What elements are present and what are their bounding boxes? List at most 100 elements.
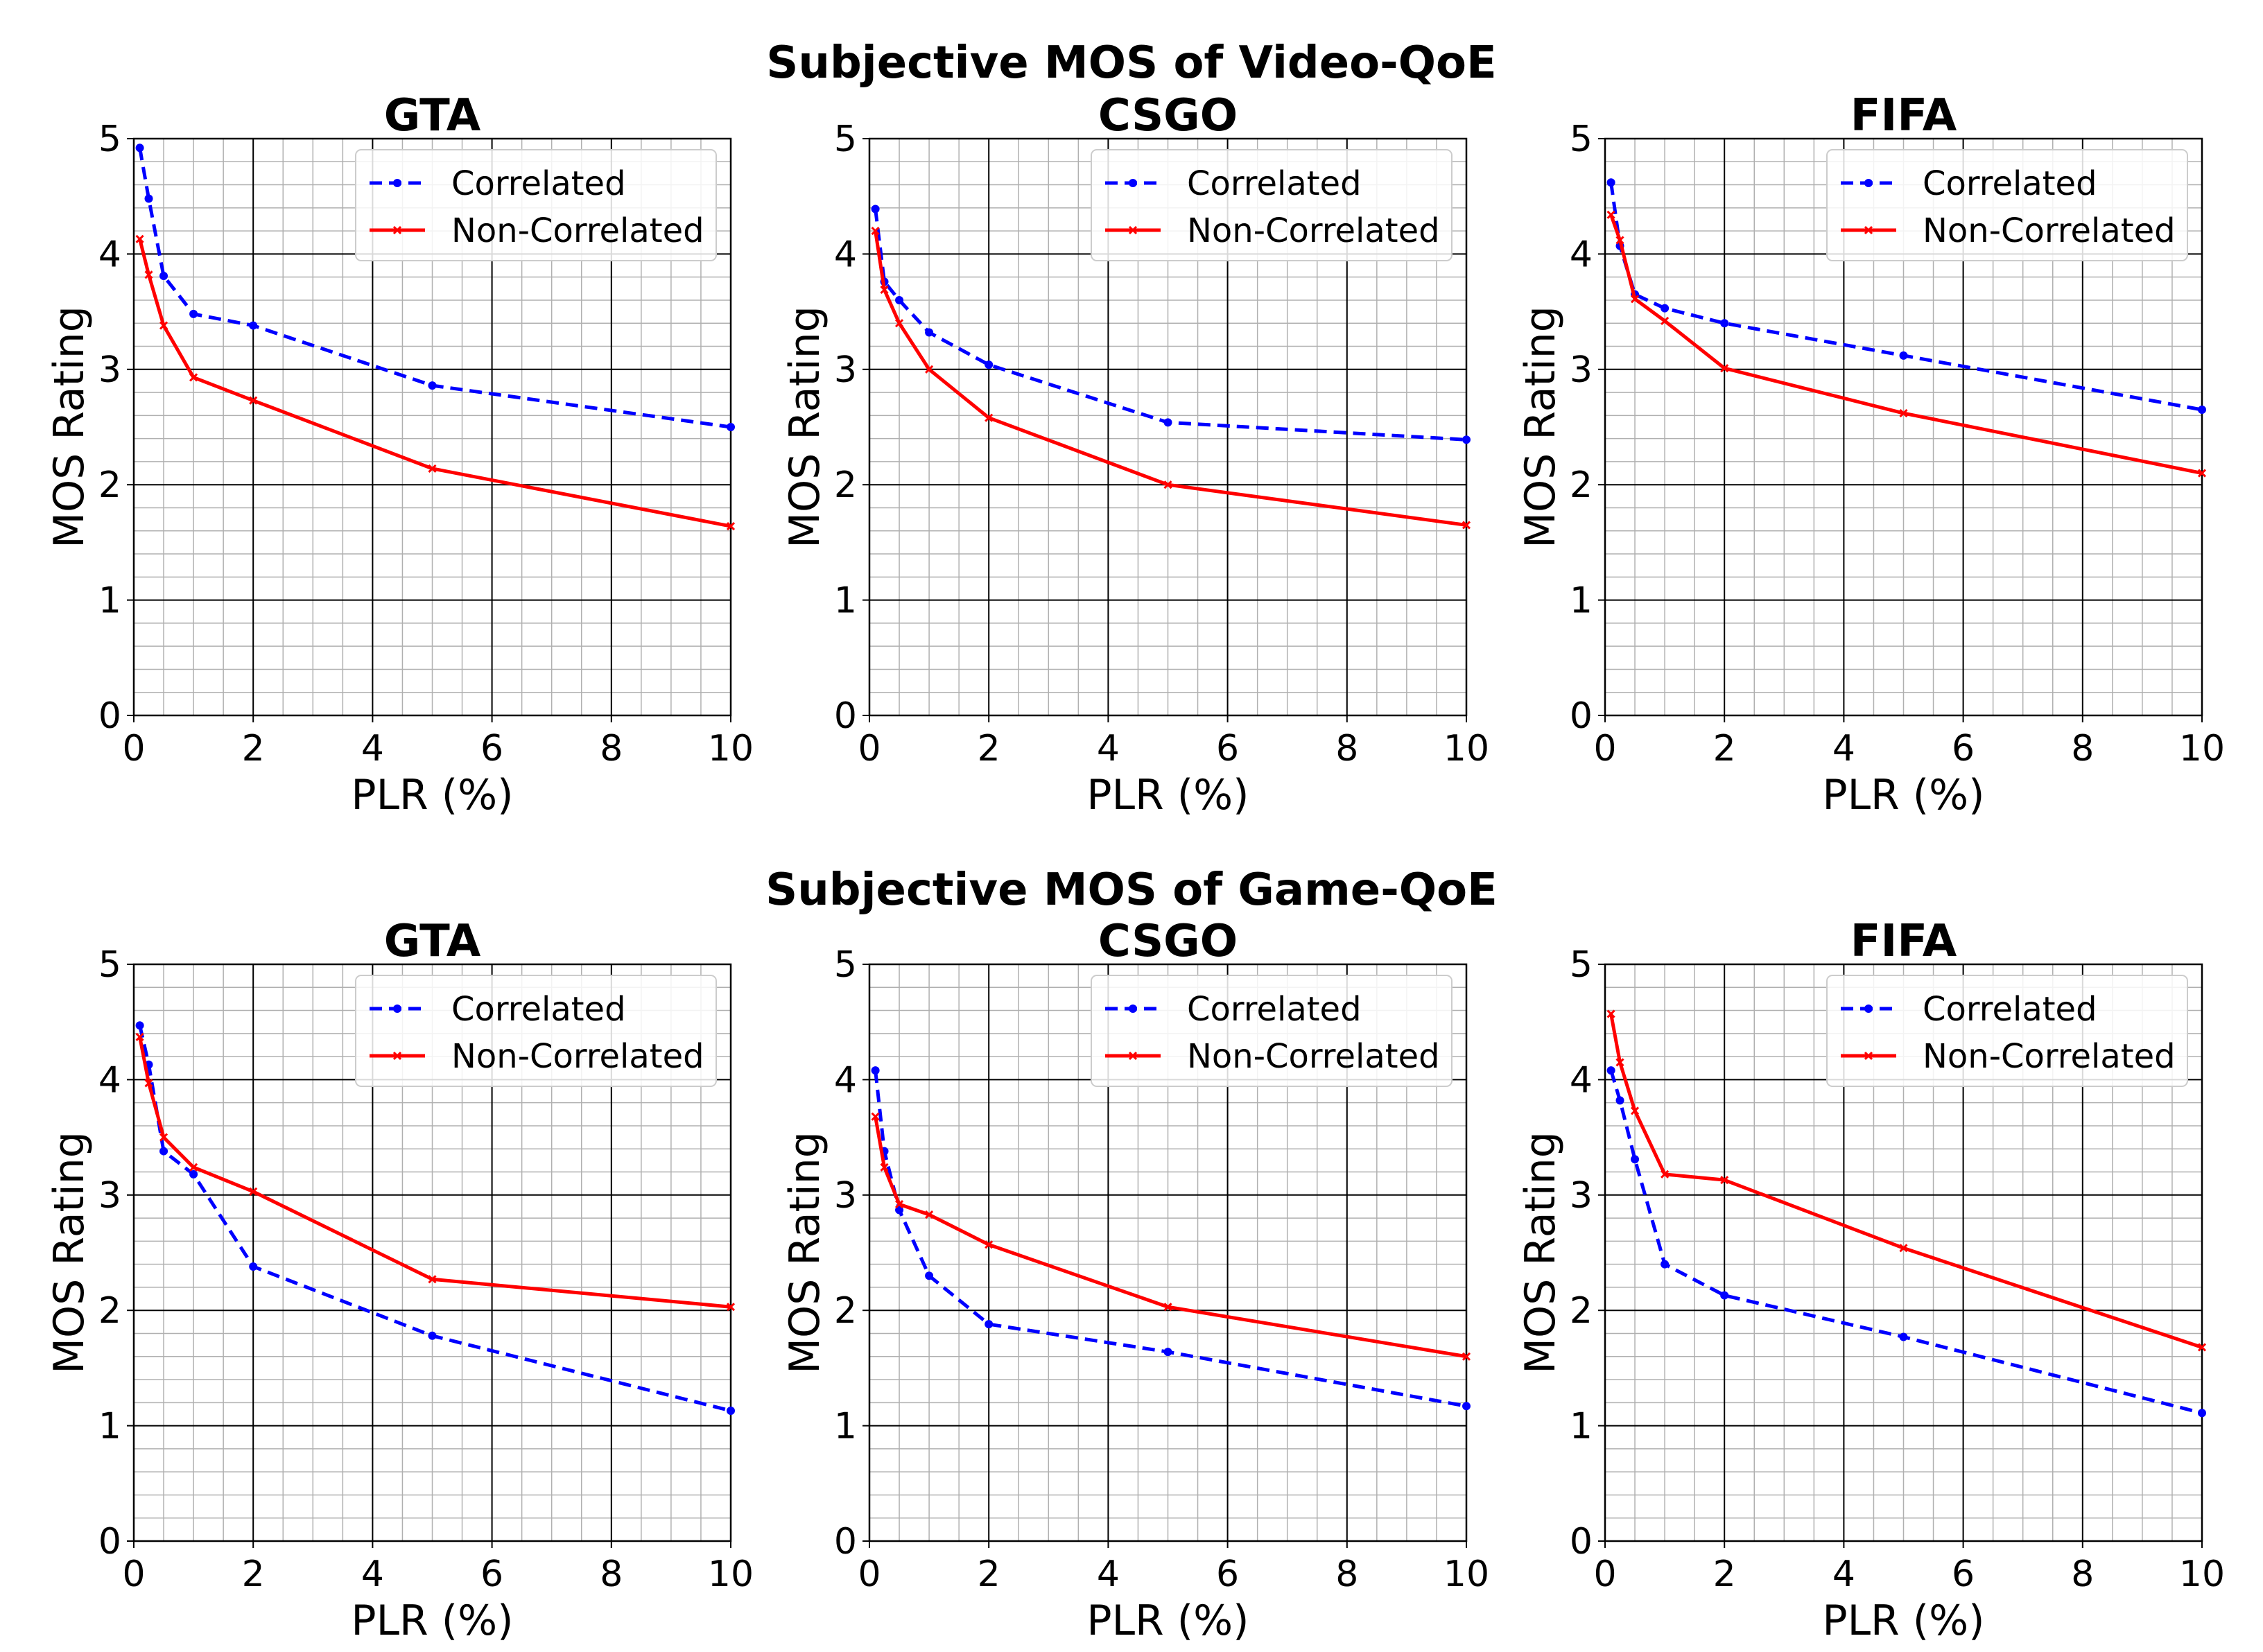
y-tick-label: 3 bbox=[834, 349, 857, 391]
data-point-correlated bbox=[1899, 1332, 1908, 1341]
data-point-correlated bbox=[1661, 1260, 1670, 1269]
legend: Correlated Non-Correlated bbox=[1091, 975, 1453, 1087]
y-tick-label: 2 bbox=[834, 464, 857, 506]
legend-label-non-correlated: Non-Correlated bbox=[451, 1037, 704, 1076]
panel-title: GTA bbox=[384, 916, 481, 967]
chart-panel-video-qoe-fifa: 0 2 4 6 8 10 0 1 2 3 4 5 FIFA PLR (%) MOS Rating Correl… bbox=[1516, 90, 2225, 819]
data-point-non-correlated bbox=[189, 1163, 198, 1172]
data-point-non-correlated bbox=[1615, 1058, 1624, 1067]
legend-box bbox=[355, 975, 717, 1087]
data-point-correlated bbox=[249, 1262, 258, 1271]
legend-label-correlated: Correlated bbox=[451, 164, 626, 203]
y-tick-label: 4 bbox=[98, 1059, 121, 1101]
data-point-correlated bbox=[727, 423, 735, 431]
data-point-correlated bbox=[428, 1331, 437, 1340]
data-point-non-correlated bbox=[159, 1133, 168, 1142]
data-point-non-correlated bbox=[985, 413, 994, 422]
panel-title: CSGO bbox=[1098, 90, 1238, 141]
legend: Correlated Non-Correlated bbox=[1826, 975, 2188, 1087]
legend-marker-correlated bbox=[1864, 1005, 1873, 1013]
data-point-correlated bbox=[985, 1320, 994, 1329]
legend-label-correlated: Correlated bbox=[1923, 990, 2097, 1029]
x-tick-label: 6 bbox=[1952, 728, 1975, 770]
data-point-non-correlated bbox=[1661, 1170, 1670, 1179]
row-title-game-qoe: Subjective MOS of Game-QoE bbox=[765, 864, 1498, 916]
y-tick-label: 0 bbox=[834, 695, 857, 737]
panel-title: FIFA bbox=[1850, 90, 1957, 141]
x-tick-label: 6 bbox=[480, 728, 503, 770]
y-tick-label: 2 bbox=[1570, 464, 1593, 506]
data-point-correlated bbox=[1720, 319, 1729, 328]
data-point-correlated bbox=[1606, 1066, 1615, 1075]
data-point-non-correlated bbox=[189, 373, 198, 382]
x-tick-label: 2 bbox=[1713, 1554, 1736, 1595]
y-tick-label: 3 bbox=[98, 1175, 121, 1217]
y-tick-label: 4 bbox=[1570, 234, 1593, 275]
legend: Correlated Non-Correlated bbox=[1091, 149, 1453, 261]
legend-marker-correlated bbox=[393, 179, 401, 187]
data-point-non-correlated bbox=[726, 1303, 736, 1312]
data-point-non-correlated bbox=[2197, 1343, 2207, 1352]
x-tick-label: 4 bbox=[1097, 728, 1120, 770]
x-tick-label: 8 bbox=[1335, 728, 1358, 770]
data-point-non-correlated bbox=[249, 396, 258, 405]
x-tick-label: 10 bbox=[708, 1554, 754, 1595]
data-point-correlated bbox=[1631, 1155, 1640, 1164]
data-point-correlated bbox=[135, 1021, 144, 1030]
legend-label-correlated: Correlated bbox=[1187, 164, 1362, 203]
data-point-non-correlated bbox=[1163, 480, 1172, 489]
chart-panel-game-qoe-csgo: 0 2 4 6 8 10 0 1 2 3 4 5 CSGO PLR (%) MOS Rating Correl… bbox=[781, 916, 1489, 1645]
x-axis-label: PLR (%) bbox=[351, 1597, 513, 1645]
x-axis-label: PLR (%) bbox=[351, 771, 513, 819]
data-point-non-correlated bbox=[144, 270, 153, 279]
panel-title: FIFA bbox=[1850, 916, 1957, 967]
data-point-non-correlated bbox=[726, 522, 736, 531]
y-tick-label: 0 bbox=[834, 1521, 857, 1563]
data-point-non-correlated bbox=[1615, 236, 1624, 245]
data-point-non-correlated bbox=[894, 1200, 904, 1209]
data-point-non-correlated bbox=[925, 365, 934, 374]
y-tick-label: 1 bbox=[834, 1406, 857, 1447]
x-tick-label: 10 bbox=[2179, 728, 2225, 770]
data-point-correlated bbox=[1615, 1096, 1624, 1105]
x-tick-label: 2 bbox=[978, 1554, 1000, 1595]
data-point-non-correlated bbox=[871, 227, 880, 236]
chart-panel-game-qoe-fifa: 0 2 4 6 8 10 0 1 2 3 4 5 FIFA PLR (%) MOS Rating Correl… bbox=[1516, 916, 2225, 1645]
data-point-non-correlated bbox=[1462, 1352, 1471, 1361]
data-point-non-correlated bbox=[1606, 210, 1615, 219]
data-point-non-correlated bbox=[1462, 521, 1471, 530]
y-tick-label: 5 bbox=[1570, 119, 1593, 160]
y-tick-label: 2 bbox=[98, 1290, 121, 1332]
data-point-correlated bbox=[2198, 406, 2206, 415]
x-tick-label: 8 bbox=[2071, 1554, 2094, 1595]
y-tick-label: 5 bbox=[98, 119, 121, 160]
data-point-correlated bbox=[189, 309, 198, 318]
data-point-non-correlated bbox=[985, 1240, 994, 1249]
x-tick-label: 2 bbox=[242, 728, 265, 770]
legend: Correlated Non-Correlated bbox=[355, 975, 717, 1087]
y-tick-label: 5 bbox=[1570, 944, 1593, 986]
x-tick-label: 10 bbox=[1443, 728, 1489, 770]
x-tick-label: 0 bbox=[1593, 728, 1616, 770]
data-point-non-correlated bbox=[428, 464, 437, 473]
panel-title: CSGO bbox=[1098, 916, 1238, 967]
row-title-video-qoe: Subjective MOS of Video-QoE bbox=[766, 37, 1496, 89]
data-point-correlated bbox=[428, 381, 437, 390]
data-point-non-correlated bbox=[1899, 408, 1908, 418]
y-tick-label: 0 bbox=[98, 695, 121, 737]
y-tick-label: 5 bbox=[834, 119, 857, 160]
data-point-correlated bbox=[1661, 304, 1670, 313]
data-point-correlated bbox=[1163, 418, 1172, 427]
legend-box bbox=[1091, 975, 1453, 1087]
y-tick-label: 1 bbox=[1570, 1406, 1593, 1447]
y-tick-label: 1 bbox=[834, 580, 857, 622]
y-tick-label: 0 bbox=[1570, 695, 1593, 737]
data-point-correlated bbox=[925, 328, 934, 337]
x-tick-label: 4 bbox=[1832, 728, 1855, 770]
data-point-non-correlated bbox=[2197, 469, 2207, 478]
x-tick-label: 4 bbox=[1097, 1554, 1120, 1595]
data-point-correlated bbox=[159, 1147, 168, 1156]
x-axis-label: PLR (%) bbox=[1086, 771, 1249, 819]
data-point-correlated bbox=[249, 321, 258, 330]
